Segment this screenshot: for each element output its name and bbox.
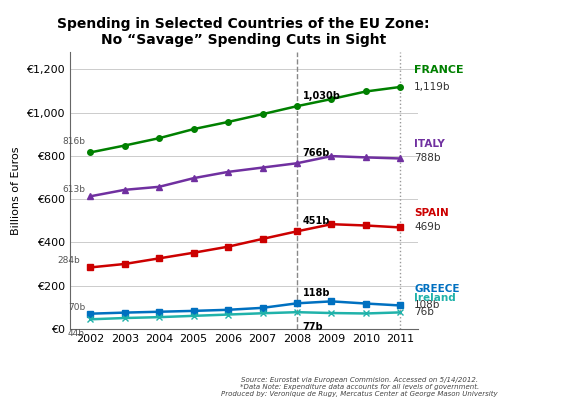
- Text: Ireland: Ireland: [414, 293, 456, 303]
- Text: 766b: 766b: [303, 148, 330, 158]
- Text: 70b: 70b: [68, 302, 85, 312]
- Text: 76b: 76b: [414, 307, 434, 317]
- Text: 44b: 44b: [68, 329, 85, 338]
- Text: Source: Eurostat via European Commision. Accessed on 5/14/2012.
*Data Note: Expe: Source: Eurostat via European Commision.…: [222, 377, 498, 397]
- Title: Spending in Selected Countries of the EU Zone:
No “Savage” Spending Cuts in Sigh: Spending in Selected Countries of the EU…: [57, 16, 430, 47]
- Text: 77b: 77b: [303, 322, 323, 332]
- Text: 1,030b: 1,030b: [303, 91, 340, 101]
- Text: 613b: 613b: [63, 185, 85, 194]
- Text: GREECE: GREECE: [414, 284, 460, 294]
- Text: 469b: 469b: [414, 222, 441, 232]
- Text: 108b: 108b: [414, 300, 441, 310]
- Text: 451b: 451b: [303, 217, 330, 227]
- Text: ITALY: ITALY: [414, 140, 445, 149]
- Text: FRANCE: FRANCE: [414, 65, 464, 75]
- Text: SPAIN: SPAIN: [414, 209, 449, 218]
- Text: 816b: 816b: [63, 137, 85, 146]
- Y-axis label: Billions of Euros: Billions of Euros: [10, 146, 20, 235]
- Text: 788b: 788b: [414, 153, 441, 163]
- Text: 284b: 284b: [57, 256, 79, 265]
- Text: 118b: 118b: [303, 288, 330, 298]
- Text: 1,119b: 1,119b: [414, 82, 451, 92]
